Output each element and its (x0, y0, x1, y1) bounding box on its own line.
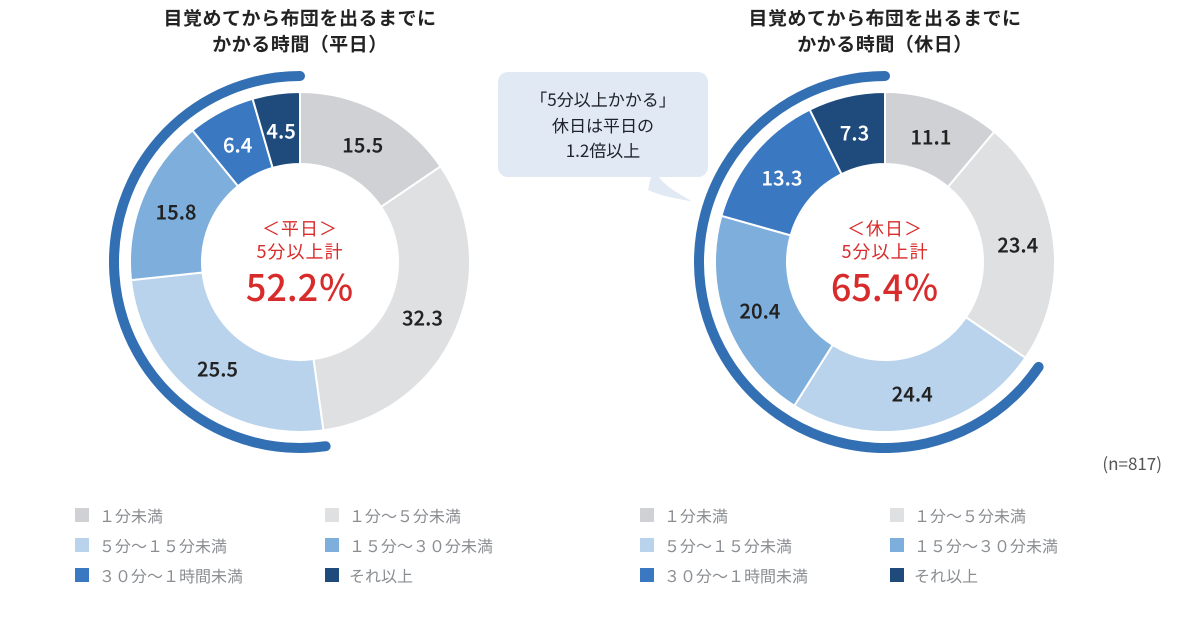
legend-swatch-icon (640, 568, 654, 582)
legend-item: それ以上 (890, 560, 1140, 590)
legend-item: １５分～３０分未満 (325, 530, 575, 560)
legend-label: １分～５分未満 (349, 500, 461, 530)
donut-weekday: ＜平日＞ 5分以上計 52.2％ 15.5 32.3 25.5 15.8 6.4 4.5 (80, 62, 520, 462)
legend-swatch-icon (75, 508, 89, 522)
slice-value-label: 13.3 (761, 162, 802, 191)
legend-row: ５分～１５分未満 １５分～３０分未満 (640, 530, 1145, 560)
callout-line: 休日は平日の (552, 112, 654, 137)
slice-value-label: 4.5 (266, 115, 295, 144)
center-sub1: ＜休日＞ (665, 217, 1105, 240)
legend-swatch-icon (325, 508, 339, 522)
center-label-weekday: ＜平日＞ 5分以上計 52.2％ (80, 217, 520, 309)
center-sub1: ＜平日＞ (80, 217, 520, 240)
legend-label: それ以上 (914, 560, 978, 590)
legend-swatch-icon (890, 508, 904, 522)
legend-item: ３０分～１時間未満 (75, 560, 325, 590)
center-sub2: 5分以上計 (665, 240, 1105, 263)
slice-value-label: 32.3 (402, 302, 443, 331)
center-label-holiday: ＜休日＞ 5分以上計 65.4％ (665, 217, 1105, 309)
legend-row: １分未満 １分～５分未満 (640, 500, 1145, 530)
legend-label: ５分～１５分未満 (99, 530, 227, 560)
legend-swatch-icon (325, 538, 339, 552)
slice-value-label: 25.5 (197, 353, 238, 382)
legend-label: ３０分～１時間未満 (99, 560, 243, 590)
page-root: 目覚めてから布団を出るまでに かかる時間（平日） ＜平日＞ 5分以上計 52.2… (0, 0, 1200, 635)
slice-value-label: 6.4 (223, 129, 252, 158)
center-sub2: 5分以上計 (80, 240, 520, 263)
legend-item: それ以上 (325, 560, 575, 590)
legend-label: １５分～３０分未満 (914, 530, 1058, 560)
title-line: 目覚めてから布団を出るまでに (748, 4, 1021, 31)
legend-row: ３０分～１時間未満 それ以上 (640, 560, 1145, 590)
legend-item: ３０分～１時間未満 (640, 560, 890, 590)
legend-label: １５分～３０分未満 (349, 530, 493, 560)
callout-bubble: 「5分以上かかる」 休日は平日の 1.2倍以上 (498, 72, 708, 177)
legend-row: １分未満 １分～５分未満 (75, 500, 580, 530)
legend-holiday: １分未満 １分～５分未満 ５分～１５分未満 １５分～３０分未満 ３０分～１時間未満 それ以… (640, 500, 1145, 590)
legend-item: １分～５分未満 (890, 500, 1140, 530)
donut-holiday: ＜休日＞ 5分以上計 65.4％ 11.1 23.4 24.4 20.4 13.3 7.3 (665, 62, 1105, 462)
slice-value-label: 20.4 (739, 296, 780, 325)
title-line: 目覚めてから布団を出るまでに (163, 4, 436, 31)
legend-item: １分～５分未満 (325, 500, 575, 530)
callout-line: 「5分以上かかる」 (530, 86, 675, 111)
legend-label: ５分～１５分未満 (664, 530, 792, 560)
legend-swatch-icon (640, 538, 654, 552)
legend-item: １５分～３０分未満 (890, 530, 1140, 560)
chart-weekday: 目覚めてから布団を出るまでに かかる時間（平日） ＜平日＞ 5分以上計 52.2… (55, 0, 545, 462)
title-line: かかる時間（休日） (797, 30, 973, 57)
legend-label: ３０分～１時間未満 (664, 560, 808, 590)
legend-label: １分～５分未満 (914, 500, 1026, 530)
chart-title-weekday: 目覚めてから布団を出るまでに かかる時間（平日） (55, 0, 545, 62)
legend-swatch-icon (890, 568, 904, 582)
legend-weekday: １分未満 １分～５分未満 ５分～１５分未満 １５分～３０分未満 ３０分～１時間未満 それ以… (75, 500, 580, 590)
legend-label: １分未満 (99, 500, 163, 530)
slice-value-label: 15.5 (342, 129, 383, 158)
legend-row: ５分～１５分未満 １５分～３０分未満 (75, 530, 580, 560)
slice-value-label: 15.8 (156, 197, 197, 226)
legend-item: １分未満 (640, 500, 890, 530)
chart-holiday: 目覚めてから布団を出るまでに かかる時間（休日） ＜休日＞ 5分以上計 65.4… (640, 0, 1130, 462)
slice-value-label: 11.1 (910, 122, 951, 151)
legend-label: それ以上 (349, 560, 413, 590)
legend-swatch-icon (890, 538, 904, 552)
chart-title-holiday: 目覚めてから布団を出るまでに かかる時間（休日） (640, 0, 1130, 62)
legend-item: ５分～１５分未満 (75, 530, 325, 560)
center-main: 65.4％ (665, 264, 1105, 309)
slice-value-label: 23.4 (997, 230, 1038, 259)
callout-tail-icon (648, 168, 698, 208)
title-line: かかる時間（平日） (212, 30, 388, 57)
legend-row: ３０分～１時間未満 それ以上 (75, 560, 580, 590)
legend-swatch-icon (640, 508, 654, 522)
legend-item: ５分～１５分未満 (640, 530, 890, 560)
n-note: (n=817) (1102, 450, 1162, 475)
legend-swatch-icon (75, 538, 89, 552)
callout-line: 1.2倍以上 (566, 137, 641, 162)
center-main: 52.2％ (80, 264, 520, 309)
legend-item: １分未満 (75, 500, 325, 530)
slice-value-label: 7.3 (840, 117, 869, 146)
legend-label: １分未満 (664, 500, 728, 530)
legend-swatch-icon (325, 568, 339, 582)
slice-value-label: 24.4 (892, 379, 933, 408)
legend-swatch-icon (75, 568, 89, 582)
